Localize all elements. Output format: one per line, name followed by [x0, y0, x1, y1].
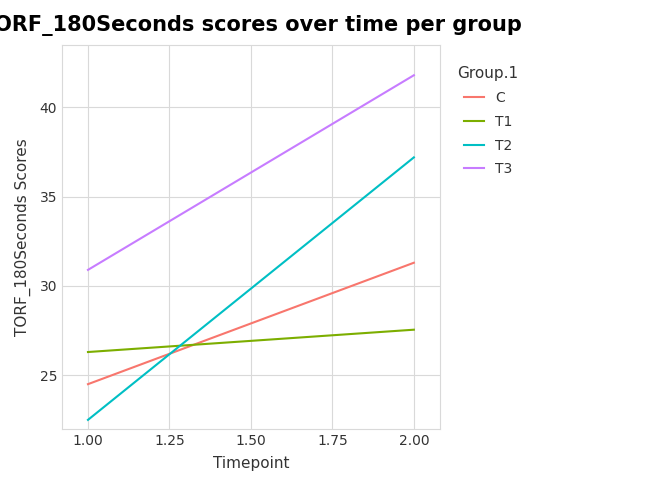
T2 [382, 177, 390, 183]
C [382, 270, 390, 276]
Title: TORF_180Seconds scores over time per group: TORF_180Seconds scores over time per gro… [0, 15, 522, 36]
T1 [97, 348, 105, 354]
T3 [84, 267, 92, 273]
X-axis label: Timepoint: Timepoint [213, 456, 289, 471]
Line: T1: T1 [88, 330, 414, 352]
T3 [97, 259, 105, 265]
T3 [393, 82, 401, 88]
Line: T2: T2 [88, 157, 414, 420]
T1 [104, 348, 112, 354]
T1 [410, 327, 418, 332]
T2 [410, 155, 418, 160]
C [410, 260, 418, 266]
Legend: C, T1, T2, T3: C, T1, T2, T3 [451, 59, 525, 183]
T2 [171, 347, 178, 353]
T3 [104, 255, 112, 261]
C [84, 381, 92, 387]
Line: T3: T3 [88, 75, 414, 270]
T2 [393, 168, 401, 174]
T1 [171, 343, 178, 349]
C [97, 376, 105, 382]
T3 [410, 72, 418, 78]
C [104, 374, 112, 380]
T2 [97, 406, 105, 412]
T2 [84, 417, 92, 423]
T3 [145, 231, 153, 237]
T2 [145, 368, 153, 374]
C [145, 359, 153, 364]
T2 [104, 401, 112, 407]
C [171, 349, 178, 355]
T1 [84, 349, 92, 355]
T1 [393, 328, 401, 334]
Line: C: C [88, 263, 414, 384]
T1 [145, 345, 153, 351]
T3 [171, 215, 178, 221]
C [393, 266, 401, 272]
Y-axis label: TORF_180Seconds Scores: TORF_180Seconds Scores [15, 138, 31, 336]
T1 [382, 329, 390, 334]
T3 [382, 89, 390, 95]
